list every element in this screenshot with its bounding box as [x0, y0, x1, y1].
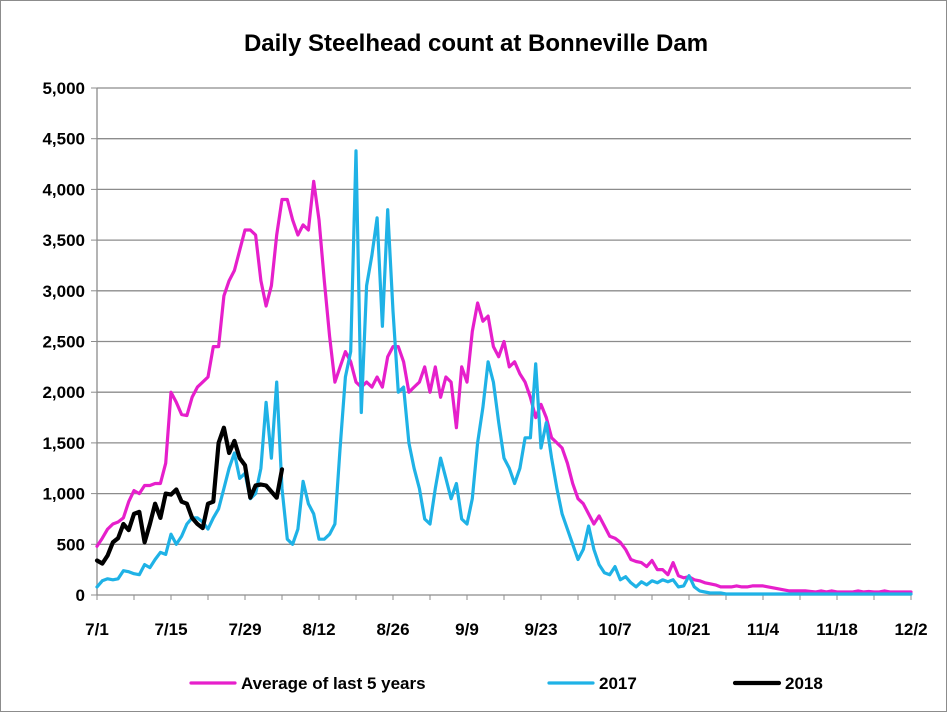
x-axis: 7/1 7/15 7/29 8/12 8/26 9/9 9/23 10/7 10/21 11/4 1… [85, 594, 928, 639]
y-tick-label: 4,500 [42, 130, 85, 149]
x-tick-label: 9/9 [455, 620, 479, 639]
y-tick-label: 2,500 [42, 333, 85, 352]
series-lines [94, 149, 913, 596]
x-tick-label: 7/15 [154, 620, 187, 639]
x-tick-label: 12/2 [894, 620, 927, 639]
x-tick-label: 10/21 [668, 620, 711, 639]
y-tick-label: 1,500 [42, 434, 85, 453]
gridlines [97, 87, 911, 545]
x-tick-label: 8/26 [376, 620, 409, 639]
legend: Average of last 5 years 2017 2018 [189, 674, 823, 693]
x-tick-label: 11/18 [816, 620, 858, 639]
chart-title: Daily Steelhead count at Bonneville Dam [244, 30, 708, 57]
x-tick-label: 11/4 [747, 620, 780, 639]
y-tick-label: 3,500 [42, 231, 85, 250]
x-tick-label: 7/1 [85, 620, 109, 639]
series-line-2 [95, 149, 913, 596]
y-tick-label: 0 [76, 586, 85, 605]
y-tick-label: 2,000 [42, 383, 85, 402]
series-line-3 [94, 425, 285, 566]
legend-label: Average of last 5 years [241, 674, 426, 693]
legend-label: 2017 [599, 674, 637, 693]
y-tick-label: 5,000 [42, 79, 85, 98]
y-tick-label: 1,000 [42, 485, 85, 504]
x-tick-label: 8/12 [302, 620, 335, 639]
x-tick-label: 10/7 [598, 620, 631, 639]
x-tick-label: 9/23 [524, 620, 557, 639]
x-tick-label: 7/29 [228, 620, 261, 639]
y-axis: 0 500 1,000 1,500 2,000 2,500 3,000 3,500 4,000 4… [42, 79, 98, 605]
y-tick-label: 3,000 [42, 282, 85, 301]
y-tick-label: 500 [57, 535, 85, 554]
y-tick-label: 4,000 [42, 180, 85, 199]
series-line-1 [95, 179, 913, 594]
legend-label: 2018 [785, 674, 823, 693]
